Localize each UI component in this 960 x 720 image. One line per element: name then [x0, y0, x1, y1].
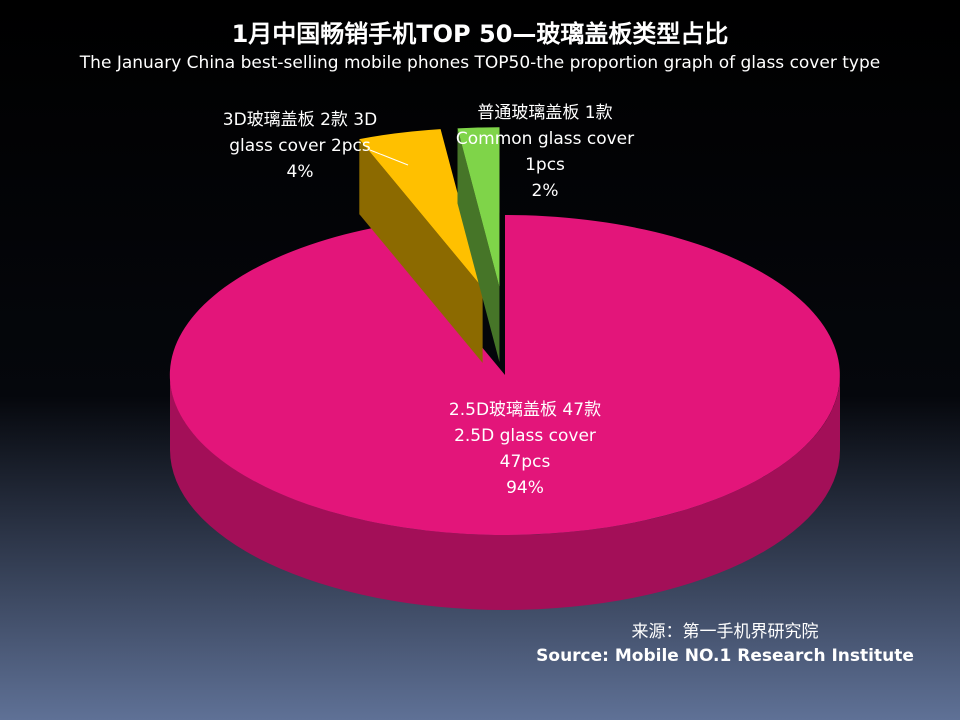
slice-label: glass cover 2pcs	[229, 136, 371, 156]
value-label: 4%	[287, 162, 314, 182]
slice-wall	[170, 375, 840, 610]
slice-label: 普通玻璃盖板 1款	[477, 103, 612, 123]
slice-label: Common glass cover	[456, 129, 634, 149]
value-label: 94%	[506, 478, 544, 498]
slice-side	[457, 128, 500, 363]
slice-label: 3D玻璃盖板 2款 3D	[223, 110, 377, 130]
source-en: Source: Mobile NO.1 Research Institute	[536, 646, 914, 666]
chart-title: 1月中国畅销手机TOP 50—玻璃盖板类型占比	[232, 20, 729, 48]
slice	[169, 215, 840, 535]
chart-subtitle: The January China best-selling mobile ph…	[79, 53, 880, 73]
slice-label: 1pcs	[525, 155, 565, 175]
slice	[457, 127, 500, 288]
slice-label: 47pcs	[500, 452, 551, 472]
pie	[169, 127, 840, 610]
slice	[359, 129, 483, 288]
source-cn: 来源：第一手机界研究院	[632, 622, 819, 642]
slice-side	[359, 139, 483, 363]
leader-line	[369, 149, 409, 166]
slice-label: 2.5D玻璃盖板 47款	[449, 400, 601, 420]
slice-label: 2.5D glass cover	[454, 426, 596, 446]
value-label: 2%	[532, 181, 559, 201]
labels: 2.5D玻璃盖板 47款 2.5D glass cover 47pcs 94% 3D玻璃…	[223, 103, 634, 498]
